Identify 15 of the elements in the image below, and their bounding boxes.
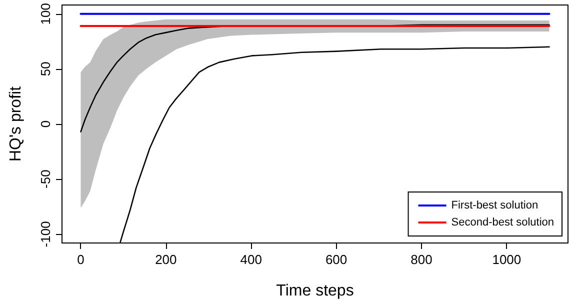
- y-axis-title: HQ's profit: [8, 86, 24, 162]
- legend-label: Second-best solution: [451, 216, 554, 228]
- x-tick-label: 1000: [492, 252, 522, 267]
- x-tick-label: 600: [325, 252, 348, 267]
- y-tick-label: -50: [38, 170, 53, 188]
- x-tick-label: 400: [240, 252, 262, 267]
- x-tick-label: 0: [77, 252, 84, 267]
- y-tick-label: 50: [38, 62, 53, 76]
- legend-label: First-best solution: [451, 200, 538, 212]
- x-tick-label: 200: [155, 252, 177, 267]
- x-tick-label: 800: [410, 252, 432, 267]
- x-axis-title: Time steps: [276, 282, 354, 300]
- y-tick-label: 100: [38, 2, 53, 25]
- y-tick-label: 0: [38, 120, 53, 128]
- y-tick-label: -100: [38, 221, 53, 248]
